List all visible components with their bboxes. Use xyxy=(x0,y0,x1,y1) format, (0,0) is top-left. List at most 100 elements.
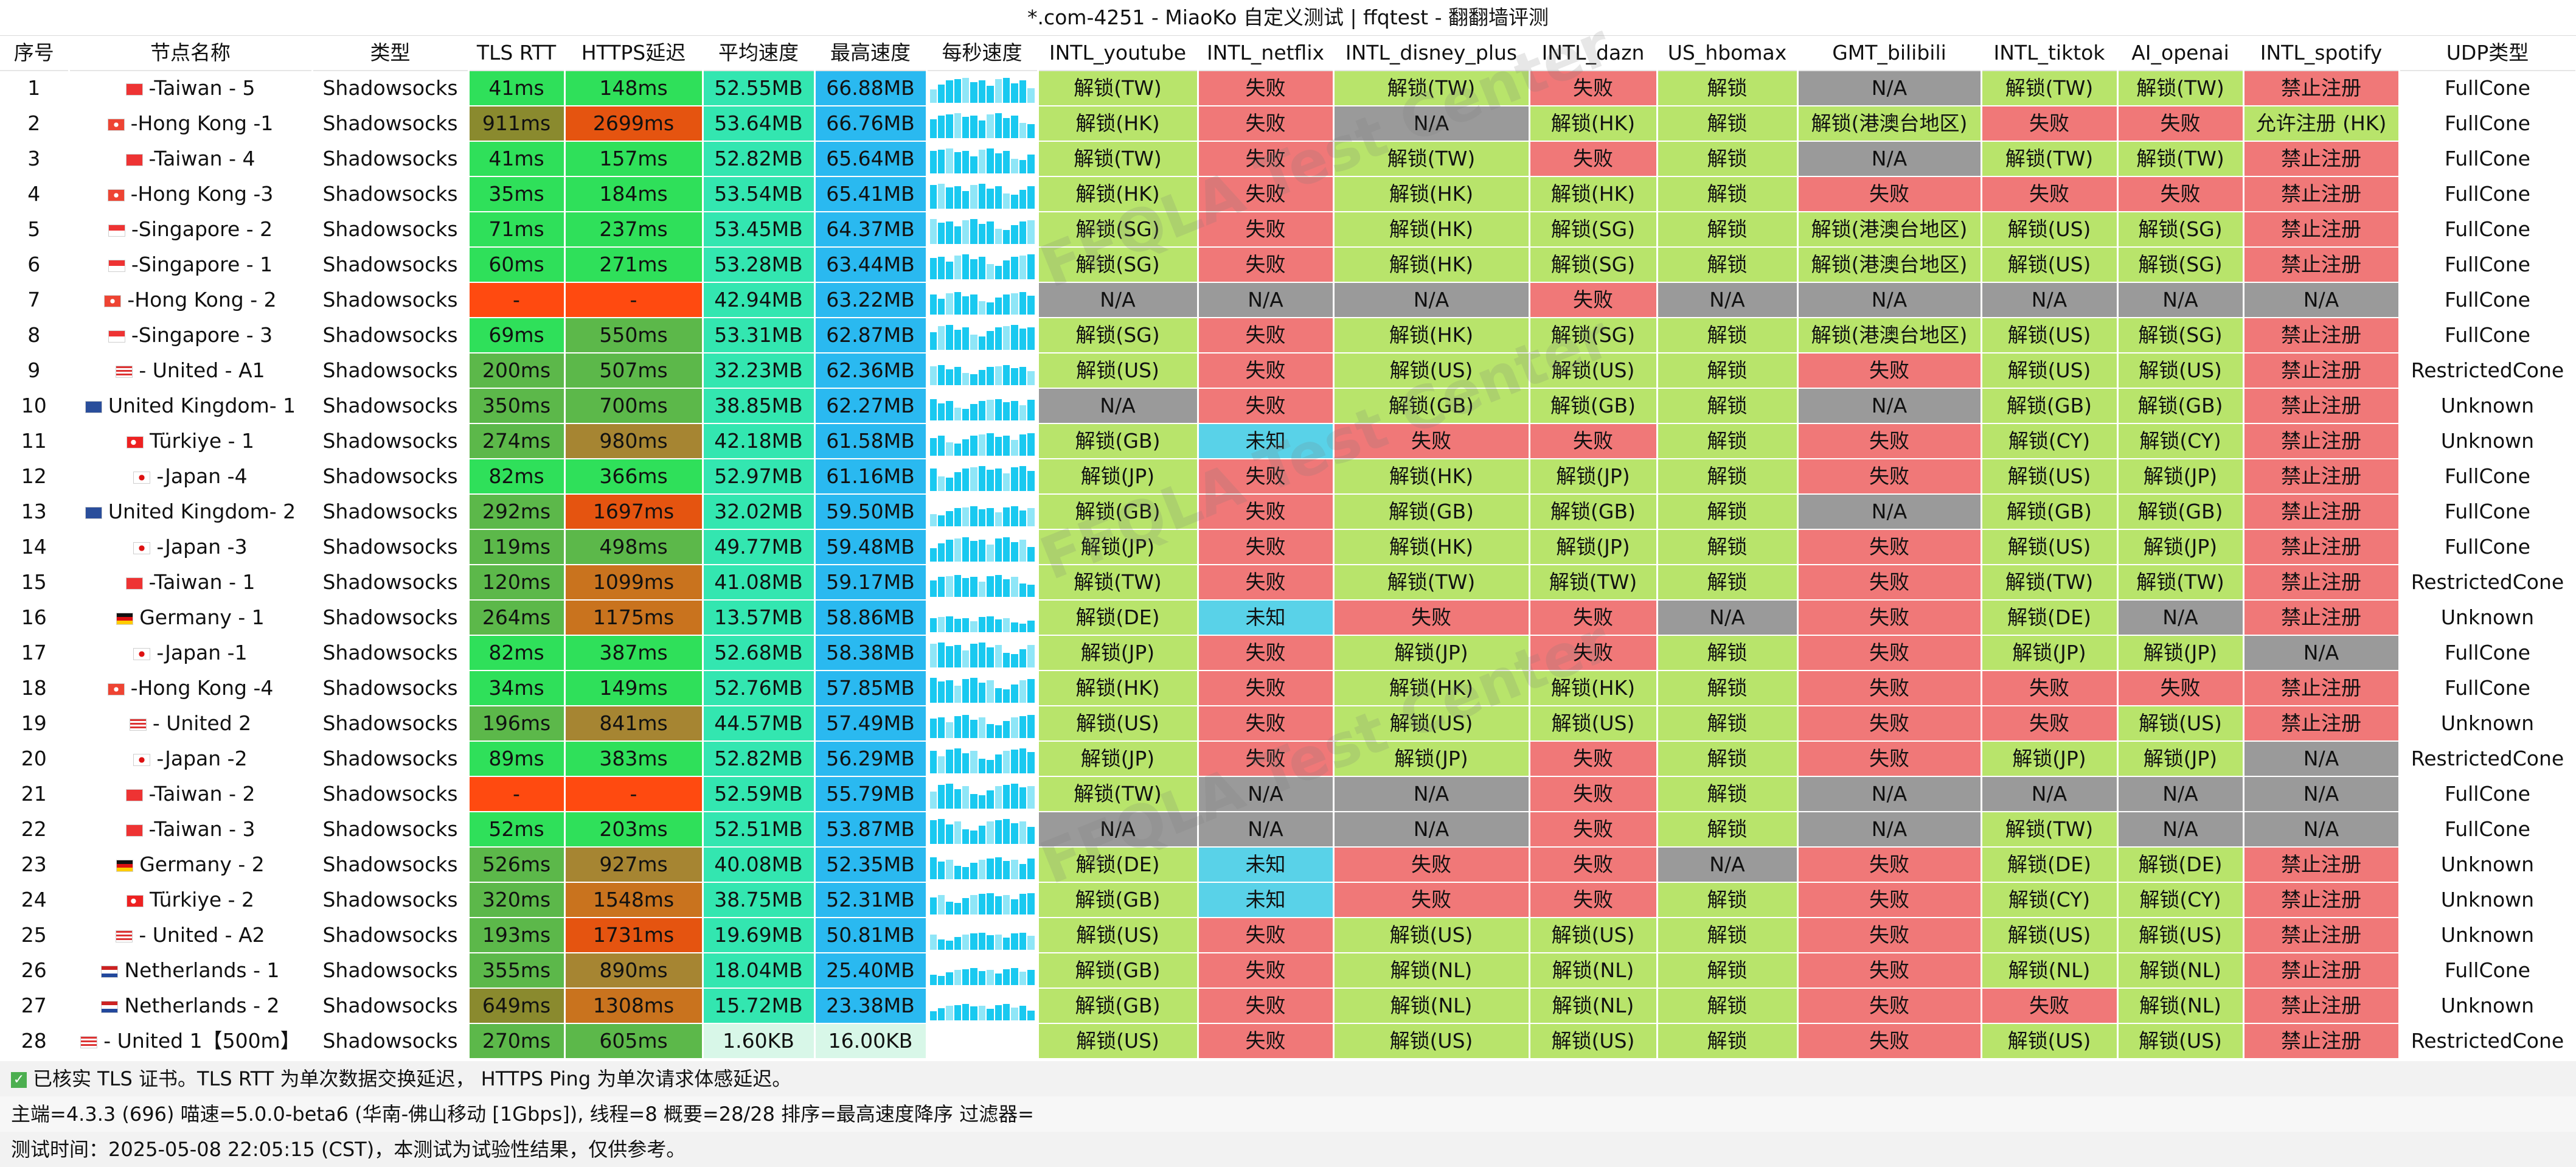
flag-sg-icon xyxy=(108,224,125,237)
row-index: 12 xyxy=(0,459,70,495)
speed-bar xyxy=(929,185,937,209)
speed-bar xyxy=(987,970,994,985)
speed-bar xyxy=(1019,540,1027,562)
speed-bar xyxy=(970,751,977,773)
speed-bar xyxy=(987,470,994,491)
per-second-speed-chart xyxy=(926,176,1039,212)
speed-bar xyxy=(1003,78,1010,103)
unlock-dazn: 解锁(NL) xyxy=(1529,953,1658,989)
unlock-disney: 解锁(GB) xyxy=(1333,494,1530,530)
table-row: 8 -Singapore - 3 Shadowsocks 69ms 550ms 53.31… xyxy=(0,318,2576,354)
max-speed: 55.79MB xyxy=(814,776,928,812)
speed-bar xyxy=(1027,679,1035,703)
unlock-youtube: 解锁(SG) xyxy=(1038,318,1199,354)
speed-bar xyxy=(995,79,1002,103)
node-name-text: Netherlands - 1 xyxy=(124,958,280,982)
row-index: 9 xyxy=(0,353,70,389)
tls-rtt: 89ms xyxy=(468,741,566,777)
unlock-dazn: 解锁(HK) xyxy=(1529,106,1658,142)
speed-bar xyxy=(978,795,986,809)
speed-bar xyxy=(1003,193,1010,209)
unlock-hbomax: 解锁 xyxy=(1657,247,1799,283)
speed-bar xyxy=(954,821,962,844)
speed-bar xyxy=(937,150,945,173)
speed-bar xyxy=(1027,1011,1035,1020)
avg-speed: 53.28MB xyxy=(703,247,816,283)
row-index: 7 xyxy=(0,282,70,318)
udp-type: Unknown xyxy=(2399,388,2576,424)
unlock-disney: 解锁(HK) xyxy=(1333,212,1530,248)
speed-bar xyxy=(978,257,986,279)
speed-bar xyxy=(929,399,937,420)
speed-bar xyxy=(962,151,970,173)
speed-bar xyxy=(946,784,953,809)
per-second-speed-chart xyxy=(926,776,1039,812)
unlock-bilibili: 失败 xyxy=(1797,529,1982,565)
speed-bar xyxy=(962,1004,970,1020)
https-latency: 1308ms xyxy=(564,988,704,1024)
unlock-openai: 解锁(US) xyxy=(2117,353,2244,389)
unlock-bilibili: N/A xyxy=(1797,71,1982,106)
tls-rtt: 120ms xyxy=(468,565,566,601)
unlock-tiktok: 解锁(NL) xyxy=(1981,953,2119,989)
speed-bar xyxy=(970,185,977,209)
unlock-tiktok: 解锁(TW) xyxy=(1981,565,2119,601)
node-type: Shadowsocks xyxy=(312,529,470,565)
speed-bar xyxy=(954,645,962,667)
max-speed: 62.36MB xyxy=(814,353,928,389)
avg-speed: 32.02MB xyxy=(703,494,816,530)
unlock-openai: 解锁(TW) xyxy=(2117,565,2244,601)
speed-bar xyxy=(987,302,994,315)
unlock-hbomax: 解锁 xyxy=(1657,882,1799,918)
column-header: US_hbomax xyxy=(1657,36,1799,71)
unlock-hbomax: 解锁 xyxy=(1657,529,1799,565)
tls-rtt: 526ms xyxy=(468,847,566,883)
flag-jp-icon xyxy=(133,647,151,660)
speed-bar xyxy=(954,444,962,456)
avg-speed: 19.69MB xyxy=(703,918,816,953)
unlock-tiktok: 解锁(CY) xyxy=(1981,423,2119,459)
unlock-disney: 解锁(US) xyxy=(1333,353,1530,389)
unlock-hbomax: 解锁 xyxy=(1657,565,1799,601)
avg-speed: 53.54MB xyxy=(703,176,816,212)
footer-config: 主端=4.3.3 (696) 喵速=5.0.0-beta6 (华南-佛山移动 [… xyxy=(0,1096,2576,1132)
speed-bar xyxy=(946,902,953,914)
node-name: -Singapore - 2 xyxy=(69,212,313,248)
speed-bar xyxy=(978,301,986,315)
unlock-disney: 解锁(HK) xyxy=(1333,459,1530,495)
unlock-bilibili: 失败 xyxy=(1797,988,1982,1024)
unlock-disney: 失败 xyxy=(1333,600,1530,636)
node-name-text: -Singapore - 1 xyxy=(131,253,273,276)
unlock-dazn: 解锁(SG) xyxy=(1529,247,1658,283)
udp-type: RestrictedCone xyxy=(2399,741,2576,777)
https-latency: 550ms xyxy=(564,318,704,354)
node-name-text: -Hong Kong -1 xyxy=(130,111,274,135)
unlock-tiktok: 解锁(JP) xyxy=(1981,741,2119,777)
unlock-spotify: N/A xyxy=(2243,635,2400,671)
flag-us-icon xyxy=(116,365,133,378)
table-row: 20 -Japan -2 Shadowsocks 89ms 383ms 52.82MB 56… xyxy=(0,741,2576,777)
speed-bar xyxy=(1003,751,1010,773)
unlock-tiktok: 解锁(GB) xyxy=(1981,388,2119,424)
speed-bar xyxy=(946,148,953,173)
unlock-disney: 解锁(US) xyxy=(1333,706,1530,742)
speed-bar xyxy=(1019,292,1027,315)
unlock-tiktok: 解锁(US) xyxy=(1981,1023,2119,1059)
https-latency: 1548ms xyxy=(564,882,704,918)
max-speed: 23.38MB xyxy=(814,988,928,1024)
speed-bar xyxy=(954,619,962,632)
speed-bar xyxy=(1011,1008,1018,1020)
unlock-youtube: 解锁(US) xyxy=(1038,1023,1199,1059)
max-speed: 58.86MB xyxy=(814,600,928,636)
udp-type: FullCone xyxy=(2399,71,2576,106)
speed-bar xyxy=(970,467,977,491)
node-name: Türkiye - 2 xyxy=(69,882,313,918)
speed-bar xyxy=(1011,195,1018,209)
unlock-hbomax: 解锁 xyxy=(1657,176,1799,212)
unlock-openai: 解锁(NL) xyxy=(2117,953,2244,989)
max-speed: 63.22MB xyxy=(814,282,928,318)
row-index: 5 xyxy=(0,212,70,248)
unlock-spotify: N/A xyxy=(2243,282,2400,318)
speed-bar xyxy=(946,824,953,844)
tls-rtt: 274ms xyxy=(468,423,566,459)
